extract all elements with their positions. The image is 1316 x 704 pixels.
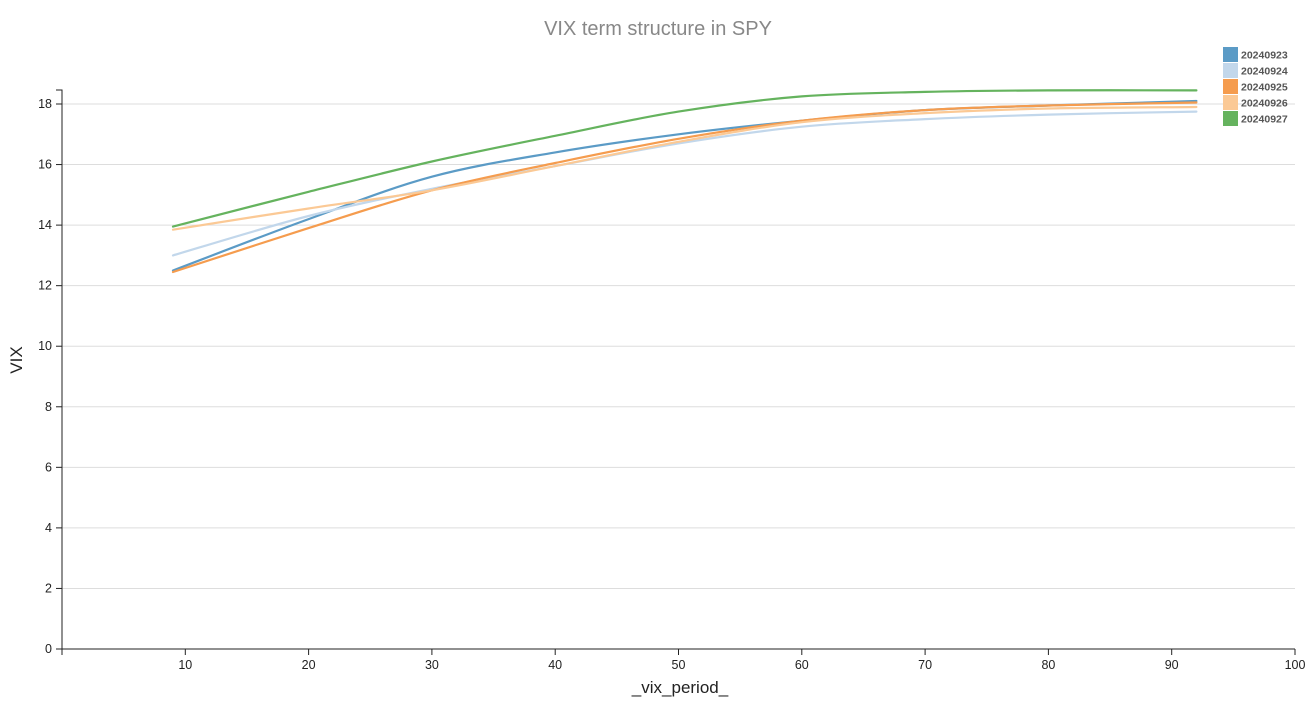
- legend-label: 20240923: [1241, 50, 1288, 62]
- series-line-20240923: [171, 99, 1198, 272]
- y-tick-label: 4: [45, 521, 52, 535]
- legend-label: 20240927: [1241, 114, 1288, 126]
- series-line-20240926: [171, 105, 1198, 231]
- y-tick-label: 8: [45, 400, 52, 414]
- legend-swatch: [1223, 79, 1238, 94]
- x-tick-label: 10: [178, 658, 192, 672]
- legend-swatch: [1223, 111, 1238, 126]
- legend-label: 20240926: [1241, 98, 1288, 110]
- legend-swatch: [1223, 63, 1238, 78]
- series-lines: [171, 89, 1198, 274]
- legend-item-20240926[interactable]: 20240926: [1223, 95, 1288, 110]
- legend-item-20240925[interactable]: 20240925: [1223, 79, 1288, 94]
- x-tick-label: 20: [302, 658, 316, 672]
- y-tick-label: 2: [45, 581, 52, 595]
- x-axis-label: _vix_period_: [631, 678, 729, 697]
- legend-item-20240924[interactable]: 20240924: [1223, 63, 1288, 78]
- legend-item-20240927[interactable]: 20240927: [1223, 111, 1288, 126]
- x-tick-label: 60: [795, 658, 809, 672]
- legend-label: 20240925: [1241, 82, 1288, 94]
- x-tick-label: 40: [548, 658, 562, 672]
- legend-item-20240923[interactable]: 20240923: [1223, 47, 1288, 62]
- x-tick-label: 80: [1041, 658, 1055, 672]
- legend[interactable]: 20240923 20240924 20240925 20240926 20240927: [1223, 47, 1288, 126]
- y-tick-label: 0: [45, 642, 52, 656]
- axis-frame: [56, 89, 1295, 650]
- series-line-20240927: [171, 89, 1198, 228]
- chart-title: VIX term structure in SPY: [544, 18, 772, 40]
- y-tick-label: 18: [38, 97, 52, 111]
- x-tick-label: 100: [1285, 658, 1306, 672]
- y-axis-label: VIX: [7, 346, 26, 373]
- x-tick-label: 30: [425, 658, 439, 672]
- axes: 0 2 4 6 8 10 12 14 16 18 10 20 30 40 50 60 70 80 90 100: [38, 89, 1306, 672]
- y-tick-label: 16: [38, 158, 52, 172]
- legend-swatch: [1223, 95, 1238, 110]
- y-tick-label: 12: [38, 279, 52, 293]
- x-tick-label: 70: [918, 658, 932, 672]
- y-tick-label: 6: [45, 460, 52, 474]
- legend-label: 20240924: [1241, 66, 1288, 78]
- x-tick-label: 90: [1165, 658, 1179, 672]
- legend-swatch: [1223, 47, 1238, 62]
- grid-lines: [62, 103, 1295, 589]
- series-line-20240924: [171, 110, 1198, 257]
- x-tick-label: 50: [672, 658, 686, 672]
- series-line-20240925: [171, 101, 1198, 274]
- y-tick-label: 14: [38, 218, 52, 232]
- y-tick-label: 10: [38, 339, 52, 353]
